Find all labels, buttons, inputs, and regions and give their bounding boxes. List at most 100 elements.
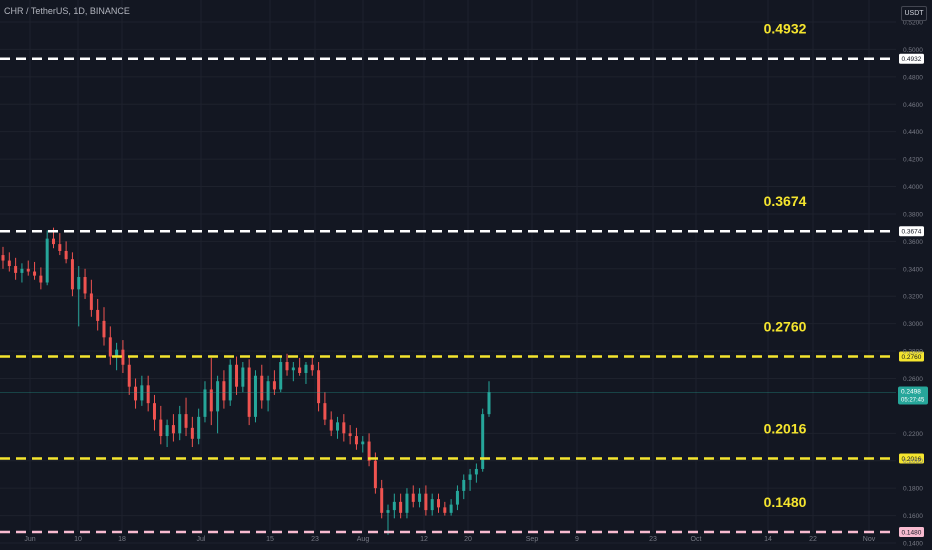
price-tick-label: 0.5200 bbox=[903, 20, 923, 27]
price-tick-label: 0.4800 bbox=[903, 74, 923, 81]
candle-body bbox=[77, 277, 81, 290]
candle-body bbox=[373, 460, 377, 489]
candle-body bbox=[89, 293, 93, 310]
candle-body bbox=[96, 309, 100, 321]
candle-body bbox=[70, 259, 74, 290]
candle-body bbox=[197, 416, 201, 439]
candle-body bbox=[14, 266, 18, 273]
price-tick-label: 0.4200 bbox=[903, 157, 923, 164]
price-tick-label: 0.3800 bbox=[903, 211, 923, 218]
current-price-tag[interactable] bbox=[898, 386, 928, 405]
candle-body bbox=[102, 320, 106, 338]
date-tick-label: Nov bbox=[863, 536, 876, 543]
candle-body bbox=[418, 493, 422, 502]
level-axis-tag-label: 0.1480 bbox=[902, 530, 922, 537]
candle-body bbox=[342, 422, 346, 434]
candle-body bbox=[171, 425, 175, 434]
candles[interactable] bbox=[1, 227, 491, 535]
candle-body bbox=[152, 403, 156, 420]
date-tick-label: 18 bbox=[118, 536, 126, 543]
candle-body bbox=[298, 367, 302, 373]
price-tick-label: 0.1800 bbox=[903, 486, 923, 493]
candle-body bbox=[20, 268, 24, 273]
candle-body bbox=[291, 367, 295, 371]
candle-body bbox=[430, 499, 434, 511]
candle-body bbox=[487, 392, 491, 415]
candle-body bbox=[411, 493, 415, 502]
candle-body bbox=[184, 414, 188, 428]
candle-body bbox=[209, 389, 213, 412]
candle-body bbox=[115, 349, 119, 357]
candle-body bbox=[58, 244, 62, 251]
date-tick-label: 22 bbox=[809, 536, 817, 543]
level-text-label: 0.4932 bbox=[764, 21, 807, 37]
price-tick-label: 0.3200 bbox=[903, 294, 923, 301]
price-tick-label: 0.4400 bbox=[903, 129, 923, 136]
price-tick-label: 0.2600 bbox=[903, 376, 923, 383]
price-tick-label: 0.3600 bbox=[903, 239, 923, 246]
currency-button[interactable]: USDT bbox=[901, 6, 927, 21]
candle-body bbox=[310, 364, 314, 371]
candle-body bbox=[392, 501, 396, 511]
candle-body bbox=[203, 389, 207, 417]
level-text-label: 0.2760 bbox=[764, 319, 807, 335]
candle-body bbox=[474, 468, 478, 475]
candle-body bbox=[39, 275, 43, 283]
candle-body bbox=[33, 271, 37, 276]
price-tick-label: 0.3000 bbox=[903, 321, 923, 328]
candle-body bbox=[279, 362, 283, 390]
candle-body bbox=[1, 255, 5, 261]
level-axis-tag-label: 0.2016 bbox=[902, 456, 922, 463]
candle-body bbox=[386, 510, 390, 513]
candle-body bbox=[178, 414, 182, 434]
candle-body bbox=[146, 385, 150, 404]
candle-body bbox=[323, 403, 327, 420]
candle-body bbox=[455, 490, 459, 505]
price-tick-label: 0.4600 bbox=[903, 102, 923, 109]
candle-body bbox=[336, 422, 340, 431]
candle-body bbox=[285, 362, 289, 371]
price-tick-label: 0.1600 bbox=[903, 513, 923, 520]
candle-body bbox=[241, 367, 245, 387]
candle-body bbox=[354, 436, 358, 445]
date-tick-label: Jun bbox=[24, 536, 35, 543]
candle-body bbox=[424, 493, 428, 511]
level-axis-tag-label: 0.2760 bbox=[902, 354, 922, 361]
candle-body bbox=[266, 381, 270, 401]
support-resistance-levels[interactable]: 0.2498 05:27:45 0.4932 0.4932 0.3674 0.3674 0.… bbox=[0, 21, 928, 538]
candle-body bbox=[190, 427, 194, 439]
candle-body bbox=[443, 507, 447, 513]
candle-body bbox=[399, 501, 403, 513]
candle-body bbox=[108, 337, 112, 357]
date-tick-label: 14 bbox=[764, 536, 772, 543]
candle-body bbox=[468, 474, 472, 480]
level-axis-tag bbox=[899, 453, 924, 464]
candle-body bbox=[462, 479, 466, 491]
price-tick-label: 0.2800 bbox=[903, 349, 923, 356]
symbol-label[interactable]: CHR / TetherUS, 1D, BINANCE bbox=[4, 6, 130, 16]
candle-body bbox=[481, 414, 485, 469]
candle-body bbox=[140, 385, 144, 401]
candle-body bbox=[7, 260, 11, 267]
current-price-label: 0.2498 bbox=[901, 388, 921, 395]
candle-body bbox=[127, 364, 131, 387]
level-text-label: 0.3674 bbox=[764, 193, 807, 209]
candle-body bbox=[260, 375, 264, 401]
time-axis[interactable]: Jun 10 18 Jul 15 23 Aug 12 20 Sep 9 23 Oct 14 22 Nov bbox=[24, 536, 875, 543]
price-tick-label: 0.5000 bbox=[903, 47, 923, 54]
date-tick-label: 20 bbox=[464, 536, 472, 543]
level-axis-tag-label: 0.3674 bbox=[902, 229, 922, 236]
price-axis[interactable]: 0.5200 0.5000 0.4800 0.4600 0.4400 0.4200 0.40… bbox=[903, 20, 923, 548]
candle-body bbox=[437, 499, 441, 508]
candle-body bbox=[272, 381, 276, 390]
candle-body bbox=[216, 381, 220, 412]
date-tick-label: 12 bbox=[420, 536, 428, 543]
candle-body bbox=[51, 238, 55, 245]
candle-body bbox=[26, 268, 30, 272]
date-tick-label: Jul bbox=[197, 536, 206, 543]
candle-body bbox=[253, 375, 257, 417]
candle-body bbox=[405, 493, 409, 513]
level-axis-tag bbox=[899, 53, 924, 64]
candle-body bbox=[235, 364, 239, 387]
